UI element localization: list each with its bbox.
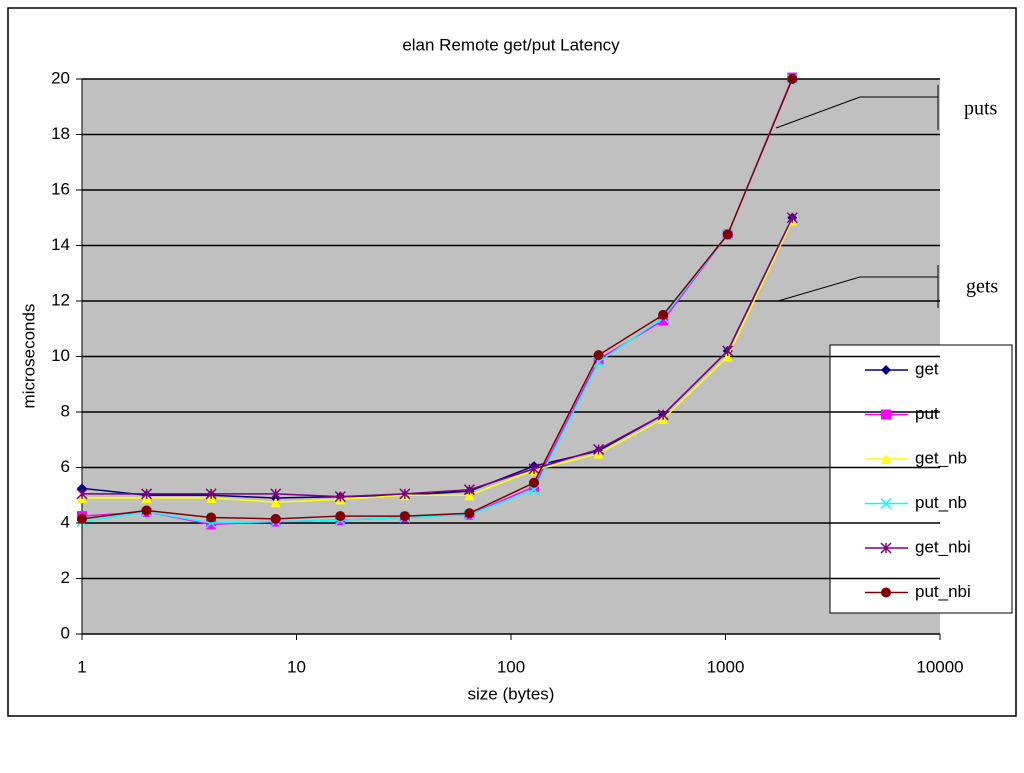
marker — [881, 409, 891, 420]
marker — [722, 229, 733, 240]
y-axis-label: microseconds — [19, 304, 38, 409]
y-tick-label: 2 — [61, 568, 70, 587]
marker — [399, 488, 411, 500]
series-line — [82, 220, 793, 503]
marker — [593, 350, 604, 361]
x-tick-label: 1000 — [707, 657, 745, 676]
x-tick-label: 100 — [497, 657, 525, 676]
legend — [829, 344, 1013, 614]
marker — [528, 477, 539, 488]
marker — [270, 488, 282, 500]
y-tick-label: 16 — [51, 179, 70, 198]
marker — [881, 365, 891, 375]
marker — [399, 511, 410, 522]
marker — [464, 508, 475, 519]
y-tick-label: 0 — [61, 623, 70, 642]
legend-label: put — [915, 404, 939, 423]
x-tick-label: 1 — [77, 657, 86, 676]
marker — [205, 488, 217, 500]
marker — [722, 345, 734, 357]
marker — [528, 463, 540, 475]
x-tick-label: 10 — [287, 657, 306, 676]
marker — [76, 488, 88, 500]
marker — [658, 315, 669, 326]
marker — [206, 512, 217, 523]
marker — [270, 497, 281, 508]
marker — [787, 74, 798, 84]
y-tick-label: 8 — [61, 401, 70, 420]
marker — [206, 519, 217, 530]
y-tick-label: 10 — [51, 346, 70, 365]
y-tick-label: 14 — [51, 235, 70, 254]
y-tick-label: 18 — [51, 124, 70, 143]
marker — [880, 497, 892, 510]
marker — [77, 513, 87, 524]
annotation: gets — [966, 276, 998, 298]
marker — [464, 490, 475, 501]
y-tick-label: 20 — [51, 68, 70, 87]
marker — [880, 542, 892, 554]
bracket-line — [775, 96, 938, 129]
marker — [722, 351, 733, 362]
marker — [334, 491, 346, 503]
legend-label: get — [915, 359, 939, 378]
marker — [881, 587, 891, 598]
marker — [335, 511, 346, 522]
marker — [657, 409, 669, 421]
x-tick-label: 10000 — [916, 657, 963, 676]
bracket-line — [777, 276, 938, 302]
legend-label: put_nbi — [915, 582, 971, 601]
marker — [786, 212, 798, 224]
y-tick-label: 6 — [61, 457, 70, 476]
series-line — [81, 78, 793, 524]
marker — [141, 505, 152, 516]
x-axis-label: size (bytes) — [468, 684, 555, 703]
marker — [270, 513, 281, 524]
y-tick-label: 12 — [51, 290, 70, 309]
marker — [141, 488, 153, 500]
marker — [463, 484, 475, 496]
legend-label: put_nb — [915, 493, 967, 512]
annotation: puts — [964, 98, 998, 120]
marker — [593, 443, 605, 455]
marker — [881, 454, 891, 464]
chart-title: elan Remote get/put Latency — [402, 35, 620, 54]
marker — [658, 309, 669, 320]
series-line — [81, 78, 793, 520]
legend-label: get_nbi — [915, 537, 971, 556]
legend-label: get_nb — [915, 448, 967, 467]
y-tick-label: 4 — [61, 512, 70, 531]
series-line — [82, 217, 793, 498]
